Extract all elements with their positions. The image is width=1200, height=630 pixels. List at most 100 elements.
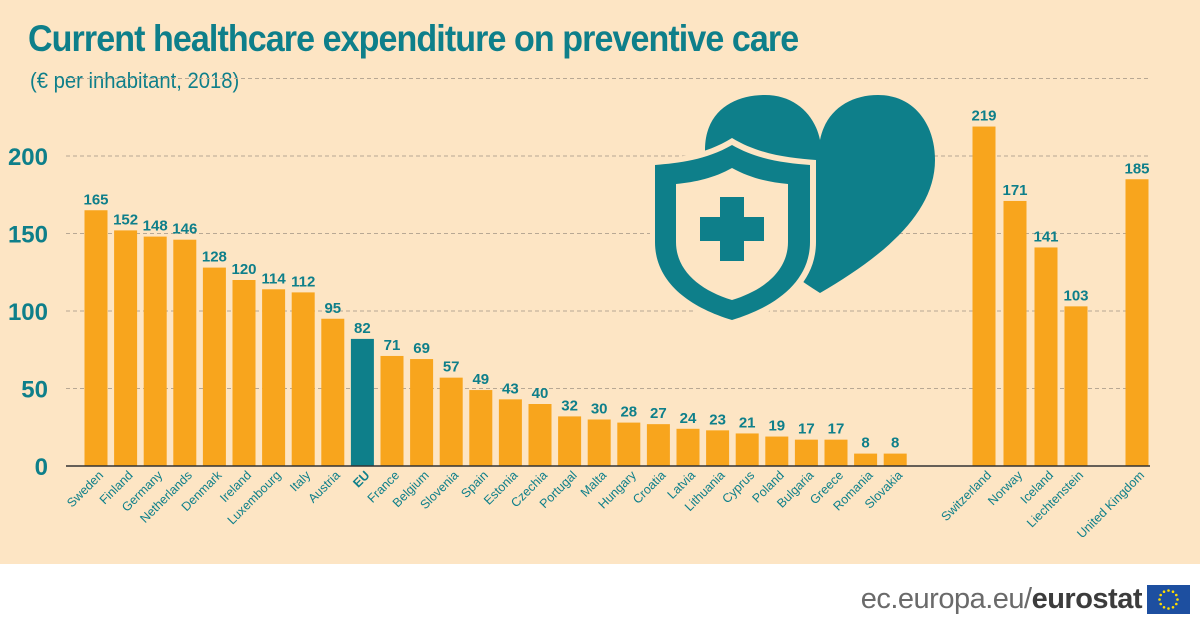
y-tick-label: 100 (8, 299, 48, 326)
medical-cross-icon (700, 197, 764, 261)
x-tick-label: United Kingdom (1074, 468, 1147, 541)
flag-star (1171, 605, 1175, 609)
data-label: 95 (324, 300, 341, 317)
data-label: 82 (354, 320, 371, 337)
bar-liechtenstein (1064, 306, 1088, 466)
bar-poland (765, 436, 789, 466)
flag-star (1162, 590, 1166, 594)
data-label: 141 (1033, 228, 1058, 245)
chart-subtitle: (€ per inhabitant, 2018) (30, 68, 240, 93)
flag-star (1176, 598, 1179, 601)
bar-eu (350, 338, 374, 466)
footer-brand: eurostat (1031, 583, 1143, 615)
flag-star (1167, 589, 1170, 592)
data-label: 43 (502, 380, 519, 397)
bar-denmark (202, 267, 226, 466)
data-label: 24 (680, 410, 697, 427)
data-label: 120 (231, 261, 256, 278)
bar-greece (824, 439, 848, 466)
data-label: 148 (143, 218, 168, 235)
data-label: 27 (650, 405, 667, 422)
chart-background (0, 0, 1200, 564)
footer-site[interactable]: ec.europa.eu/ (860, 583, 1032, 615)
bar-germany (143, 236, 167, 466)
bar-switzerland (972, 126, 996, 467)
bar-united-kingdom (1125, 179, 1149, 466)
bar-spain (469, 390, 493, 466)
x-tick-label: Croatia (630, 468, 668, 506)
data-label: 146 (172, 221, 197, 238)
data-label: 40 (532, 385, 549, 402)
bar-romania (854, 453, 878, 466)
heart-shield-illustration (650, 95, 935, 326)
data-label: 171 (1002, 182, 1027, 199)
bar-lithuania (706, 430, 730, 466)
bar-norway (1003, 200, 1027, 466)
footer-source: ec.europa.eu/eurostat (860, 583, 1143, 616)
bar-slovakia (883, 453, 907, 466)
x-tick-label: Cyprus (719, 468, 757, 506)
x-tick-label: Sweden (64, 468, 106, 510)
flag-star (1159, 593, 1163, 597)
x-tick-label: EU (350, 468, 372, 490)
bar-italy (291, 292, 315, 466)
bar-croatia (646, 424, 670, 466)
bar-iceland (1034, 247, 1058, 466)
data-label: 128 (202, 249, 227, 266)
bar-austria (321, 318, 345, 466)
data-label: 69 (413, 340, 430, 357)
y-tick-label: 150 (8, 222, 48, 249)
flag-star (1167, 607, 1170, 610)
data-label: 19 (768, 418, 785, 435)
data-label: 49 (472, 371, 489, 388)
data-label: 8 (861, 435, 869, 452)
bar-slovenia (439, 377, 463, 466)
x-tick-label: Norway (985, 468, 1025, 508)
bar-luxembourg (262, 289, 286, 466)
flag-star (1171, 590, 1175, 594)
y-tick-label: 50 (21, 377, 48, 404)
flag-star (1158, 598, 1161, 601)
data-label: 71 (384, 337, 401, 354)
data-label: 8 (891, 435, 899, 452)
bar-portugal (558, 416, 582, 466)
data-label: 114 (261, 270, 286, 287)
data-label: 28 (620, 404, 637, 421)
flag-star (1162, 605, 1166, 609)
y-tick-label: 0 (35, 454, 48, 481)
bar-malta (587, 419, 611, 466)
data-label: 152 (113, 211, 138, 228)
flag-star (1159, 602, 1163, 606)
data-label: 32 (561, 397, 578, 414)
bar-latvia (676, 428, 700, 466)
data-label: 17 (828, 421, 845, 438)
bar-hungary (617, 422, 641, 466)
flag-star (1174, 593, 1178, 597)
bar-finland (114, 230, 138, 466)
data-label: 103 (1063, 287, 1088, 304)
x-tick-label: Austria (306, 468, 343, 505)
data-label: 112 (291, 273, 315, 290)
flag-star (1174, 602, 1178, 606)
bar-estonia (498, 399, 522, 466)
bar-belgium (410, 359, 434, 466)
data-label: 219 (971, 108, 996, 125)
bar-ireland (232, 280, 256, 466)
bar-cyprus (735, 433, 759, 466)
bar-france (380, 355, 404, 466)
data-label: 21 (739, 414, 756, 431)
data-label: 30 (591, 401, 608, 418)
y-tick-label: 200 (8, 144, 48, 171)
eu-flag-icon (1147, 585, 1190, 614)
data-label: 23 (709, 411, 726, 428)
bar-czechia (528, 404, 552, 466)
data-label: 17 (798, 421, 815, 438)
bar-sweden (84, 210, 108, 466)
page-title: Current healthcare expenditure on preven… (28, 18, 799, 59)
x-tick-label: Switzerland (939, 468, 995, 524)
data-label: 57 (443, 359, 460, 376)
data-label: 165 (83, 191, 108, 208)
bar-bulgaria (794, 439, 818, 466)
bar-netherlands (173, 239, 197, 466)
